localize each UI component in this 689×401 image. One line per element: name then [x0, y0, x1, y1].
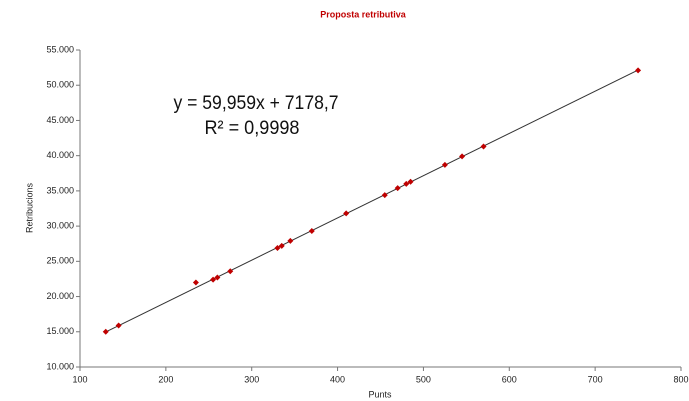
point [308, 228, 315, 235]
x-axis-label: Punts [368, 389, 392, 399]
x-tick-label: 700 [588, 374, 603, 384]
chart-title: Proposta retributiva [320, 9, 407, 19]
point [381, 192, 388, 199]
y-tick-label: 10.000 [46, 361, 74, 371]
point [274, 244, 281, 251]
point [480, 143, 487, 150]
x-tick-label: 400 [330, 374, 345, 384]
point [227, 268, 234, 275]
y-tick-label: 50.000 [46, 80, 74, 90]
y-tick-label: 40.000 [46, 150, 74, 160]
x-tick-label: 100 [72, 374, 87, 384]
equation: y = 59,959x + 7178,7 [174, 93, 339, 114]
r-squared: R² = 0,9998 [205, 118, 300, 139]
point [343, 210, 350, 217]
point [115, 322, 122, 329]
point [287, 237, 294, 244]
point [441, 161, 448, 168]
point [214, 274, 221, 281]
y-tick-label: 25.000 [46, 256, 74, 266]
point [210, 276, 217, 283]
x-tick-label: 800 [673, 374, 688, 384]
point [403, 180, 410, 187]
x-tick-label: 500 [416, 374, 431, 384]
x-tick-label: 200 [158, 374, 173, 384]
point [192, 279, 199, 286]
point [459, 153, 466, 160]
y-tick-label: 20.000 [46, 291, 74, 301]
trendline [105, 69, 639, 333]
point [635, 67, 642, 74]
x-tick-label: 600 [502, 374, 517, 384]
y-tick-label: 35.000 [46, 185, 74, 195]
x-tick-label: 300 [244, 374, 259, 384]
point [278, 242, 285, 249]
y-axis-label: Retribucions [24, 182, 34, 233]
y-tick-label: 55.000 [46, 44, 74, 54]
y-tick-label: 45.000 [46, 115, 74, 125]
point [407, 178, 414, 185]
y-tick-label: 15.000 [46, 326, 74, 336]
point [102, 328, 109, 335]
y-tick-label: 30.000 [46, 220, 74, 230]
point [394, 185, 401, 192]
